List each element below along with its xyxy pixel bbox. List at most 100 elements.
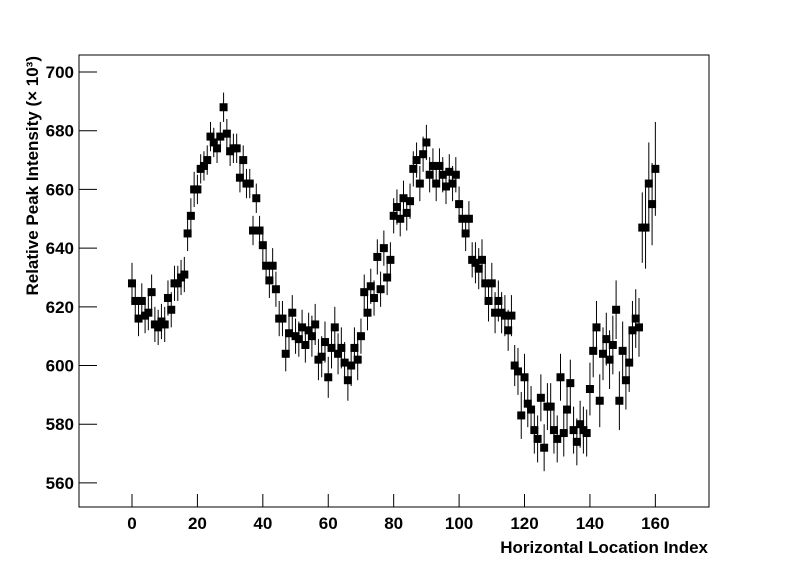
data-point <box>252 194 261 203</box>
data-point <box>425 170 434 179</box>
data-point <box>589 346 598 355</box>
data-point <box>239 156 248 165</box>
data-point <box>500 311 509 320</box>
data-point <box>533 434 542 443</box>
data-point <box>268 261 277 270</box>
data-point <box>386 255 395 264</box>
data-point <box>628 326 637 335</box>
data-point <box>334 349 343 358</box>
data-point <box>507 311 516 320</box>
data-point <box>487 279 496 288</box>
data-point <box>278 314 287 323</box>
data-point <box>327 343 336 352</box>
data-point <box>621 376 630 385</box>
data-point <box>461 229 470 238</box>
data-point <box>193 185 202 194</box>
data-point <box>203 156 212 165</box>
data-point <box>154 323 163 332</box>
data-point <box>147 288 156 297</box>
data-point <box>206 132 215 141</box>
data-point <box>167 305 176 314</box>
data-point <box>324 373 333 382</box>
data-point <box>595 396 604 405</box>
data-point <box>549 426 558 435</box>
data-point <box>360 288 369 297</box>
data-point <box>484 296 493 305</box>
data-point <box>491 308 500 317</box>
data-point <box>523 399 532 408</box>
x-tick-label: 80 <box>384 514 403 533</box>
data-point <box>428 161 437 170</box>
data-point <box>356 332 365 341</box>
data-point <box>379 244 388 253</box>
data-point <box>347 361 356 370</box>
data-point <box>585 385 594 394</box>
x-tick-label: 140 <box>576 514 604 533</box>
data-point <box>412 156 421 165</box>
data-point <box>383 273 392 282</box>
data-point <box>520 373 529 382</box>
data-point <box>285 329 293 338</box>
data-point <box>281 349 290 358</box>
data-point <box>173 279 182 288</box>
data-point <box>559 429 568 438</box>
data-point <box>235 173 244 182</box>
data-point <box>186 211 195 220</box>
data-point <box>311 320 320 329</box>
data-point <box>530 426 539 435</box>
data-point <box>474 264 483 273</box>
data-point <box>222 129 231 138</box>
data-point <box>216 132 225 141</box>
data-point <box>271 285 280 294</box>
x-tick-label: 100 <box>445 514 473 533</box>
data-point <box>330 323 339 332</box>
data-point <box>618 346 627 355</box>
y-tick-label: 620 <box>46 298 74 317</box>
data-point <box>353 355 362 364</box>
data-point <box>458 214 467 223</box>
data-point <box>631 314 640 323</box>
data-point <box>464 214 473 223</box>
data-point <box>422 138 431 147</box>
data-point <box>343 376 352 385</box>
data-point <box>392 203 401 212</box>
data-point <box>553 434 562 443</box>
data-point <box>144 308 153 317</box>
data-point <box>448 179 457 188</box>
data-point <box>455 200 464 209</box>
data-point <box>651 164 660 173</box>
data-point <box>255 226 264 235</box>
data-point <box>340 358 349 367</box>
data-point <box>373 252 382 261</box>
y-tick-label: 580 <box>46 415 74 434</box>
data-point <box>435 161 444 170</box>
data-point <box>438 170 447 179</box>
x-tick-label: 60 <box>319 514 338 533</box>
data-point <box>572 437 581 446</box>
data-point <box>471 258 480 267</box>
data-point <box>566 379 575 388</box>
data-point <box>582 429 591 438</box>
data-point <box>376 285 385 294</box>
data-point <box>265 276 274 285</box>
data-point <box>510 361 519 370</box>
data-point <box>540 443 549 452</box>
y-tick-label: 660 <box>46 180 74 199</box>
data-point <box>608 340 617 349</box>
data-point <box>402 208 411 217</box>
data-point <box>127 279 136 288</box>
data-point <box>137 296 146 305</box>
data-point <box>513 367 522 376</box>
data-point <box>644 179 653 188</box>
data-point <box>451 170 460 179</box>
data-point <box>546 402 555 411</box>
data-point <box>415 179 424 188</box>
data-point <box>641 223 650 232</box>
x-tick-label: 20 <box>188 514 207 533</box>
data-point <box>419 150 428 159</box>
x-tick-label: 40 <box>253 514 272 533</box>
data-point <box>625 358 634 367</box>
data-point <box>432 179 441 188</box>
data-point <box>576 420 585 429</box>
data-point <box>409 164 418 173</box>
